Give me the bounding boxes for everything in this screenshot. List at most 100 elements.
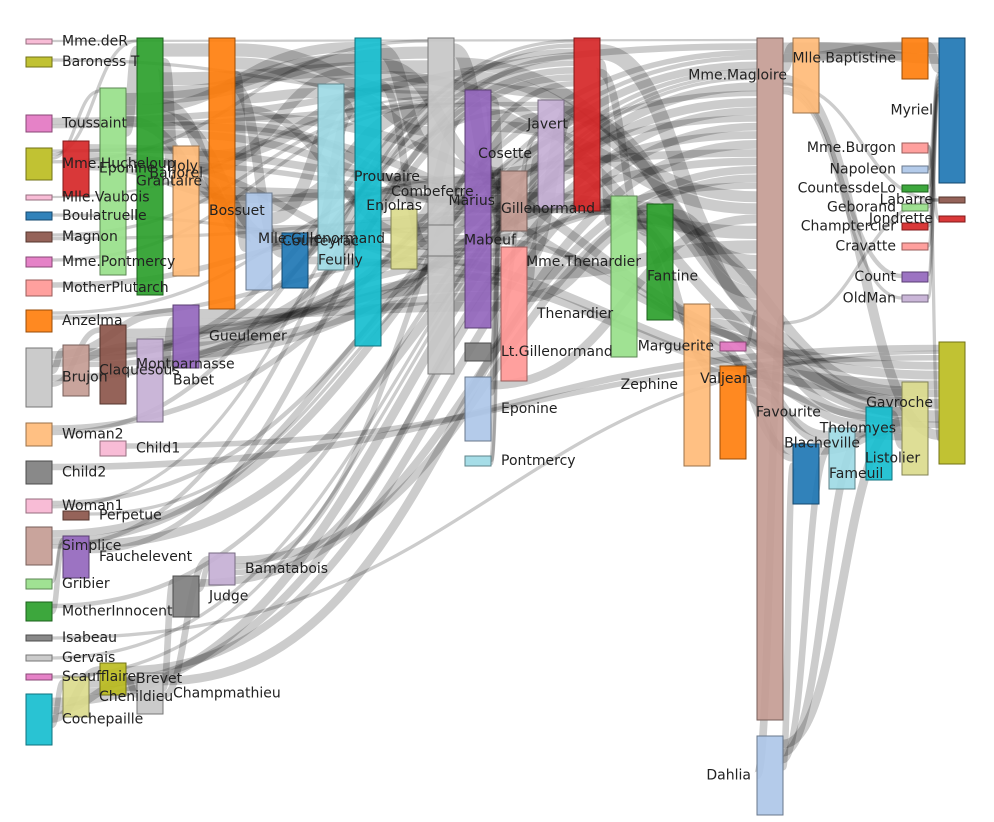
link-fauchelevent-to-javert <box>88 54 575 554</box>
node-geborand[interactable] <box>901 203 929 212</box>
node-grantaire[interactable] <box>99 87 127 276</box>
node-gueulemer[interactable] <box>172 304 200 369</box>
node-simplice[interactable] <box>25 526 53 566</box>
node-thenardier[interactable] <box>500 246 528 382</box>
node-favourite[interactable] <box>719 365 747 460</box>
node-enjolras[interactable] <box>427 37 455 375</box>
node-perpetue[interactable] <box>62 510 90 521</box>
node-mme-magloire[interactable] <box>792 37 820 114</box>
node-babet[interactable] <box>136 338 164 423</box>
node-joly[interactable] <box>136 37 164 296</box>
node-listolier[interactable] <box>828 427 856 490</box>
node-mabeuf[interactable] <box>427 224 455 257</box>
node-anzelma[interactable] <box>25 309 53 333</box>
node-mlle-gillenormand[interactable] <box>390 208 418 270</box>
link-simplice-to-valjean <box>51 61 758 538</box>
link-gillenormand-to-marius <box>484 95 508 226</box>
node-motherplutarch[interactable] <box>25 279 53 297</box>
node-countessdelo[interactable] <box>901 184 929 193</box>
node-courfeyrac[interactable] <box>245 192 273 291</box>
node-bahorel[interactable] <box>208 37 236 310</box>
node-mme-pontmercy[interactable] <box>25 256 53 268</box>
node-eponine[interactable] <box>62 140 90 197</box>
node-champmathieu[interactable] <box>136 672 164 715</box>
link-bamatabois-to-valjean <box>234 174 758 564</box>
node-toussaint[interactable] <box>25 114 53 133</box>
node-myriel[interactable] <box>938 37 966 184</box>
node-lt-gillenormand[interactable] <box>464 342 492 362</box>
link-prouvaire-to-combeferre <box>342 98 357 123</box>
node-oldman[interactable] <box>901 294 929 303</box>
node-magnon[interactable] <box>25 231 53 243</box>
node-mlle-vaubois[interactable] <box>25 194 53 201</box>
link-babet-to-gueulemer <box>159 316 177 376</box>
node-cravatte[interactable] <box>901 242 929 251</box>
node-labarre[interactable] <box>938 196 966 204</box>
node-brevet[interactable] <box>99 662 127 696</box>
node-javert[interactable] <box>573 37 601 212</box>
node-gillenormand[interactable] <box>464 89 492 329</box>
node-napoleon[interactable] <box>901 165 929 174</box>
node-brujon[interactable] <box>25 347 53 408</box>
node-mlle-baptistine[interactable] <box>901 37 929 80</box>
node-dahlia[interactable] <box>756 735 784 816</box>
node-combeferre[interactable] <box>354 37 382 347</box>
node-feuilly[interactable] <box>281 232 309 289</box>
node-label-mlle-gillenormand: Mlle.Gillenormand <box>258 231 385 247</box>
link-boulatruelle-to-thenardier <box>51 213 502 252</box>
node-prouvaire[interactable] <box>317 83 345 271</box>
node-label-labarre: Labarre <box>880 192 933 208</box>
node-baroness-t[interactable] <box>25 56 53 68</box>
node-champtercier[interactable] <box>901 222 929 231</box>
link-gillenormand-to-cosette <box>490 108 539 134</box>
node-jondrette[interactable] <box>938 215 966 223</box>
node-mme-der[interactable] <box>25 38 53 45</box>
node-boulatruelle[interactable] <box>25 211 53 221</box>
node-label-cosette: Cosette <box>478 146 532 162</box>
node-label-listolier: Listolier <box>865 451 920 467</box>
node-fauchelevent[interactable] <box>62 535 90 579</box>
node-judge[interactable] <box>172 575 200 618</box>
node-zephine[interactable] <box>683 303 711 467</box>
node-woman2[interactable] <box>25 422 53 447</box>
link-anzelma-to-marius <box>51 172 502 315</box>
node-pontmercy[interactable] <box>464 455 492 467</box>
node-isabeau[interactable] <box>25 634 53 642</box>
node-mme-thenardier[interactable] <box>646 203 674 321</box>
node-fameuil[interactable] <box>792 443 820 505</box>
node-fantine[interactable] <box>610 195 638 358</box>
node-bossuet[interactable] <box>172 145 200 277</box>
node-cochepaille[interactable] <box>25 693 53 746</box>
node-marius[interactable] <box>500 170 528 232</box>
node-child2[interactable] <box>25 460 53 485</box>
node-motherinnocent[interactable] <box>25 601 53 622</box>
node-tholomyes[interactable] <box>901 381 929 476</box>
node-woman1[interactable] <box>25 498 53 514</box>
node-gribier[interactable] <box>25 578 53 590</box>
node-child1[interactable] <box>99 440 127 457</box>
link-joly-to-enjolras <box>162 60 429 86</box>
node-valjean[interactable] <box>756 37 784 721</box>
node-scaufflaire[interactable] <box>25 673 53 681</box>
node-bamatabois[interactable] <box>208 552 236 586</box>
node-mme-hucheloup[interactable] <box>25 147 53 181</box>
node-label-child1: Child1 <box>136 441 180 457</box>
node-label-bossuet: Bossuet <box>209 203 265 219</box>
node-blacheville[interactable] <box>865 406 893 481</box>
node-chenildieu[interactable] <box>62 676 90 718</box>
node-gavroche[interactable] <box>938 341 966 465</box>
link-bossuet-to-enjolras <box>198 74 429 164</box>
link-geborand-to-myriel <box>926 78 941 209</box>
node-montparnasse[interactable] <box>99 324 127 405</box>
node-label-chenildieu: Chenildieu <box>99 689 173 705</box>
node-label-mme-magloire: Mme.Magloire <box>688 68 787 84</box>
node-cosette[interactable] <box>537 99 565 209</box>
node-mme-burgon[interactable] <box>901 142 929 154</box>
node-gervais[interactable] <box>25 654 53 662</box>
node-count[interactable] <box>901 271 929 283</box>
node-eponine2[interactable] <box>464 376 492 442</box>
node-claquesous[interactable] <box>62 344 90 397</box>
link-bahorel-to-courfeyrac <box>228 70 253 253</box>
node-marguerite[interactable] <box>719 341 747 352</box>
link-zephine-to-blacheville <box>709 318 867 420</box>
